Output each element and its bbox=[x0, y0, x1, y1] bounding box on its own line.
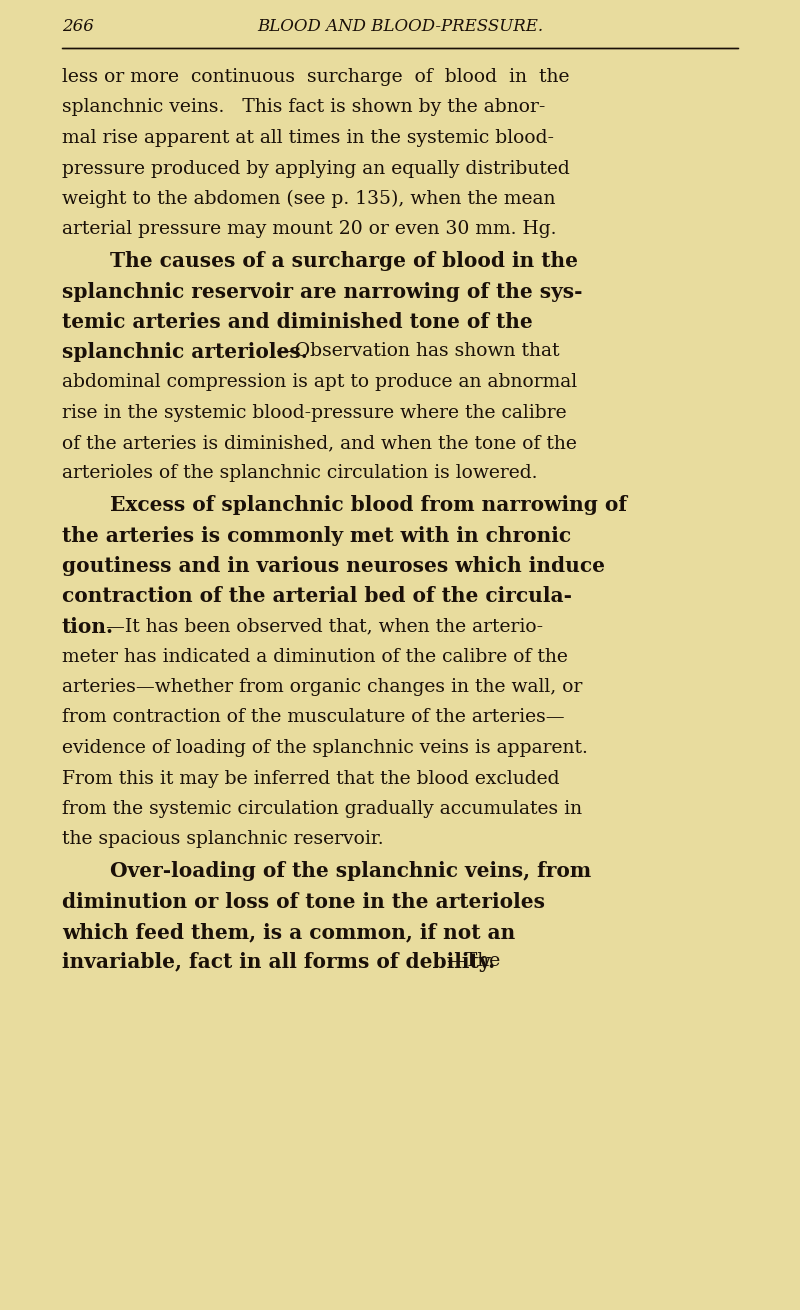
Text: contraction of the arterial bed of the circula-: contraction of the arterial bed of the c… bbox=[62, 587, 572, 607]
Text: which feed them, is a common, if not an: which feed them, is a common, if not an bbox=[62, 922, 515, 942]
Text: weight to the abdomen (see p. 135), when the mean: weight to the abdomen (see p. 135), when… bbox=[62, 190, 555, 208]
Text: the arteries is commonly met with in chronic: the arteries is commonly met with in chr… bbox=[62, 525, 571, 545]
Text: splanchnic reservoir are narrowing of the sys-: splanchnic reservoir are narrowing of th… bbox=[62, 282, 582, 301]
Text: tion.: tion. bbox=[62, 617, 114, 637]
Text: the spacious splanchnic reservoir.: the spacious splanchnic reservoir. bbox=[62, 831, 384, 849]
Text: —The: —The bbox=[446, 952, 500, 971]
Text: BLOOD AND BLOOD-PRESSURE.: BLOOD AND BLOOD-PRESSURE. bbox=[257, 18, 543, 35]
Text: meter has indicated a diminution of the calibre of the: meter has indicated a diminution of the … bbox=[62, 647, 568, 665]
Text: from contraction of the musculature of the arteries—: from contraction of the musculature of t… bbox=[62, 709, 565, 727]
Text: —Observation has shown that: —Observation has shown that bbox=[277, 342, 560, 360]
Text: diminution or loss of tone in the arterioles: diminution or loss of tone in the arteri… bbox=[62, 892, 545, 912]
Text: of the arteries is diminished, and when the tone of the: of the arteries is diminished, and when … bbox=[62, 434, 577, 452]
Text: pressure produced by applying an equally distributed: pressure produced by applying an equally… bbox=[62, 160, 570, 177]
Text: —It has been observed that, when the arterio-: —It has been observed that, when the art… bbox=[106, 617, 543, 635]
Text: invariable, fact in all forms of debility.: invariable, fact in all forms of debilit… bbox=[62, 952, 495, 972]
Text: arterial pressure may mount 20 or even 30 mm. Hg.: arterial pressure may mount 20 or even 3… bbox=[62, 220, 557, 238]
Text: from the systemic circulation gradually accumulates in: from the systemic circulation gradually … bbox=[62, 800, 582, 817]
Text: 266: 266 bbox=[62, 18, 94, 35]
Text: splanchnic arterioles.: splanchnic arterioles. bbox=[62, 342, 308, 363]
Text: Excess of splanchnic blood from narrowing of: Excess of splanchnic blood from narrowin… bbox=[110, 495, 627, 515]
Text: abdominal compression is apt to produce an abnormal: abdominal compression is apt to produce … bbox=[62, 373, 577, 390]
Text: less or more  continuous  surcharge  of  blood  in  the: less or more continuous surcharge of blo… bbox=[62, 68, 570, 86]
Text: rise in the systemic blood-pressure where the calibre: rise in the systemic blood-pressure wher… bbox=[62, 403, 566, 422]
Text: arterioles of the splanchnic circulation is lowered.: arterioles of the splanchnic circulation… bbox=[62, 465, 538, 482]
Text: Over-loading of the splanchnic veins, from: Over-loading of the splanchnic veins, fr… bbox=[110, 861, 591, 882]
Text: goutiness and in various neuroses which induce: goutiness and in various neuroses which … bbox=[62, 555, 605, 576]
Text: evidence of loading of the splanchnic veins is apparent.: evidence of loading of the splanchnic ve… bbox=[62, 739, 588, 757]
Text: mal rise apparent at all times in the systemic blood-: mal rise apparent at all times in the sy… bbox=[62, 128, 554, 147]
Text: arteries—whether from organic changes in the wall, or: arteries—whether from organic changes in… bbox=[62, 679, 582, 696]
Text: splanchnic veins.   This fact is shown by the abnor-: splanchnic veins. This fact is shown by … bbox=[62, 98, 546, 117]
Text: temic arteries and diminished tone of the: temic arteries and diminished tone of th… bbox=[62, 312, 533, 331]
Text: From this it may be inferred that the blood excluded: From this it may be inferred that the bl… bbox=[62, 769, 559, 787]
Text: The causes of a surcharge of blood in the: The causes of a surcharge of blood in th… bbox=[110, 252, 578, 271]
